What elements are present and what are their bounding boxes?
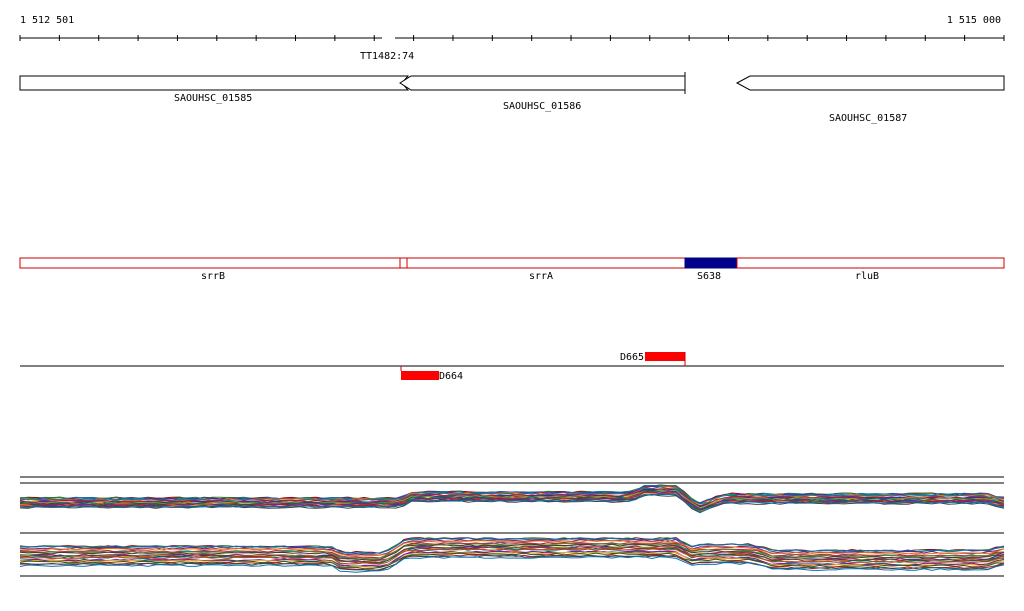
name-box-spacer xyxy=(399,257,408,269)
expression-trace xyxy=(19,543,1005,561)
terminator-gap xyxy=(382,33,395,43)
name-box-s638[interactable] xyxy=(684,257,738,269)
expression-trace xyxy=(19,484,1005,504)
gene-arrow-saouhsc-01585[interactable] xyxy=(19,75,410,91)
ruler-ticks xyxy=(19,35,1005,41)
gene-names-track: srrB srrA S638 rluB xyxy=(19,257,1005,282)
feature-track: D665 D664 xyxy=(20,352,1004,382)
name-label-s638: S638 xyxy=(697,271,721,282)
expression-trace xyxy=(19,548,1005,565)
expression-trace xyxy=(19,546,1005,564)
expression-trace xyxy=(19,550,1005,568)
expression-trace xyxy=(19,488,1005,507)
name-label-srra: srrA xyxy=(529,271,553,282)
gene-label-saouhsc-01587[interactable]: SAOUHSC_01587 xyxy=(829,113,907,124)
gene-label-saouhsc-01585[interactable]: SAOUHSC_01585 xyxy=(174,93,252,104)
expression-trace xyxy=(19,554,1005,572)
name-label-rlub: rluB xyxy=(855,271,879,282)
expression-trace xyxy=(19,493,1005,514)
expression-panel-lower xyxy=(19,536,1005,573)
name-box-srra[interactable] xyxy=(406,257,686,269)
expression-tracks xyxy=(19,476,1005,577)
expression-trace xyxy=(19,486,1005,505)
coordinate-ruler: 1 512 501 1 515 000 TT1482:74 xyxy=(19,15,1005,62)
gene-track: SAOUHSC_01585 SAOUHSC_01586 SAOUHSC_0158… xyxy=(19,72,1005,124)
expression-trace xyxy=(19,551,1005,569)
expression-trace xyxy=(19,539,1005,557)
gene-arrow-saouhsc-01586[interactable] xyxy=(399,75,686,91)
ruler-start-label: 1 512 501 xyxy=(20,15,74,26)
name-box-srrb[interactable] xyxy=(19,257,401,269)
expression-trace xyxy=(19,493,1005,514)
terminator-label[interactable]: TT1482:74 xyxy=(360,51,414,62)
expression-trace xyxy=(19,555,1005,573)
ruler-end-label: 1 515 000 xyxy=(947,15,1001,26)
feature-d665[interactable] xyxy=(645,352,685,361)
gene-label-saouhsc-01586[interactable]: SAOUHSC_01586 xyxy=(503,101,581,112)
feature-label-d665[interactable]: D665 xyxy=(620,352,644,363)
expression-trace xyxy=(19,489,1005,509)
gene-arrow-saouhsc-01587[interactable] xyxy=(735,75,1005,91)
expression-trace xyxy=(19,537,1005,555)
expression-trace xyxy=(19,538,1005,556)
feature-d664[interactable] xyxy=(401,371,439,380)
expression-trace xyxy=(19,491,1005,510)
expression-panel-upper xyxy=(19,484,1005,514)
name-box-rlub[interactable] xyxy=(736,257,1005,269)
feature-label-d664[interactable]: D664 xyxy=(439,371,463,382)
name-label-srrb: srrB xyxy=(201,271,225,282)
